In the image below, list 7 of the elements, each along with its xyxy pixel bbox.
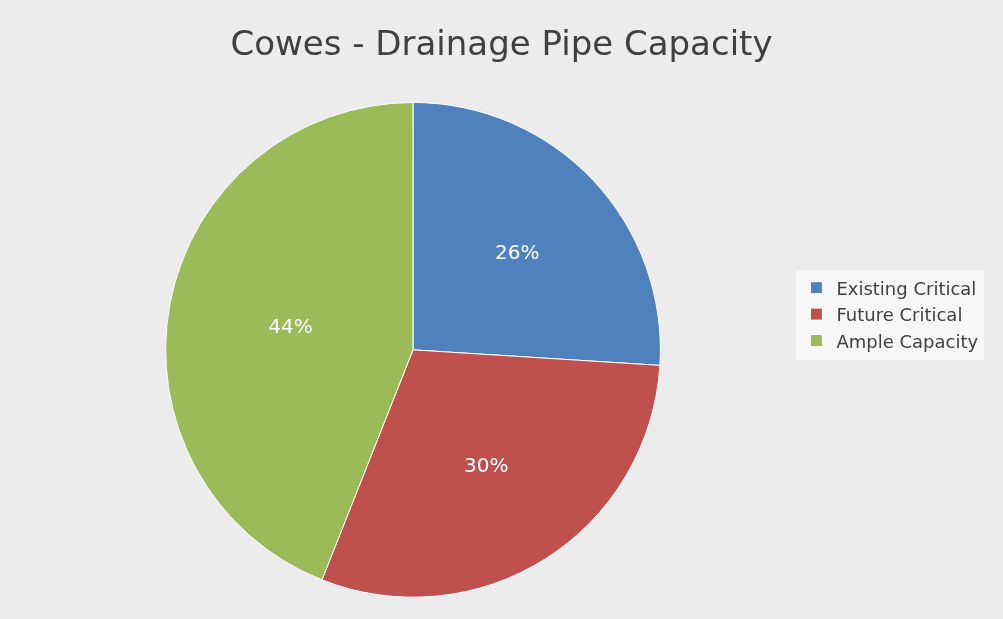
data-label: 26% (495, 239, 540, 264)
legend-label: Existing Critical (836, 277, 977, 299)
legend-label: Future Critical (836, 304, 963, 326)
data-label: 30% (464, 453, 509, 478)
legend-label: Ample Capacity (836, 330, 979, 352)
data-label: 44% (268, 314, 313, 339)
chart-title: Cowes - Drainage Pipe Capacity (230, 23, 773, 64)
